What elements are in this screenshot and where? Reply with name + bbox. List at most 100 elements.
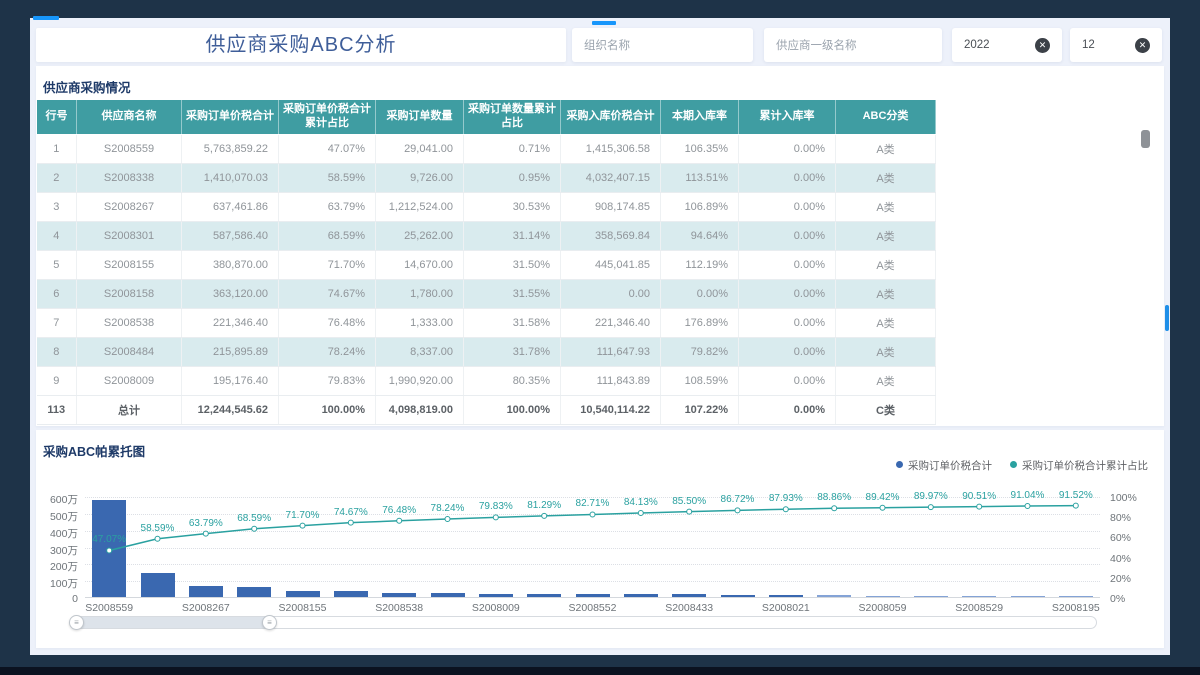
table-cell: 380,870.00 <box>181 250 279 280</box>
pareto-bar[interactable] <box>478 593 513 597</box>
filter-year[interactable]: 2022 ✕ <box>952 28 1062 62</box>
table-cell: 112.19% <box>660 250 739 280</box>
table-cell: 8,337.00 <box>375 337 464 367</box>
line-point[interactable] <box>492 514 499 521</box>
pareto-bar[interactable] <box>913 595 948 597</box>
legend-item[interactable]: 采购订单价税合计累计占比 <box>1010 458 1148 473</box>
pareto-bar[interactable] <box>1010 595 1045 597</box>
line-point[interactable] <box>1072 502 1079 509</box>
pareto-bar[interactable] <box>140 573 175 597</box>
line-point[interactable] <box>927 504 934 511</box>
filter-org-placeholder: 组织名称 <box>584 40 630 52</box>
filter-supplier-placeholder: 供应商一级名称 <box>776 40 857 52</box>
filter-org-name[interactable]: 组织名称 <box>572 28 753 62</box>
x-axis-tick-label: S2008529 <box>955 602 1004 614</box>
table-cell: S2008009 <box>76 366 182 396</box>
pareto-bar[interactable] <box>865 595 900 597</box>
line-point[interactable] <box>976 503 983 510</box>
line-point[interactable] <box>541 512 548 519</box>
pareto-bar[interactable] <box>188 586 223 597</box>
legend-label: 采购订单价税合计 <box>908 460 992 472</box>
pareto-bar[interactable] <box>623 594 658 597</box>
clear-year-icon[interactable]: ✕ <box>1035 37 1050 53</box>
chart-gridline <box>85 497 1100 498</box>
pareto-bar[interactable] <box>285 590 320 597</box>
table-cell: 0.00 <box>560 279 661 309</box>
table-cell: 111,843.89 <box>560 366 661 396</box>
line-point[interactable] <box>251 525 258 532</box>
pareto-bar[interactable] <box>430 593 465 597</box>
column-header: 行号 <box>36 99 77 135</box>
line-point[interactable] <box>347 519 354 526</box>
table-cell: 14,670.00 <box>375 250 464 280</box>
pareto-bar[interactable] <box>333 590 368 597</box>
line-point[interactable] <box>299 522 306 529</box>
table-cell: 68.59% <box>278 221 376 251</box>
column-header: 采购订单数量 <box>375 99 464 135</box>
datazoom-slider-track[interactable]: ≡ ≡ <box>69 615 1097 630</box>
table-cell: 358,569.84 <box>560 221 661 251</box>
table-cell: 0.00% <box>738 163 836 193</box>
line-point[interactable] <box>686 508 693 515</box>
line-point[interactable] <box>782 506 789 513</box>
line-point[interactable] <box>589 511 596 518</box>
pareto-bar[interactable] <box>768 594 803 597</box>
table-cell: S2008538 <box>76 308 182 338</box>
datazoom-right-handle[interactable]: ≡ <box>262 615 277 630</box>
line-point[interactable] <box>154 535 161 542</box>
cumulative-percent-label: 81.29% <box>527 499 562 511</box>
table-cell: 215,895.89 <box>181 337 279 367</box>
line-point[interactable] <box>396 517 403 524</box>
y-axis-right-tick: 80% <box>1110 512 1132 525</box>
pareto-bar[interactable] <box>1058 595 1093 597</box>
table-cell: 25,262.00 <box>375 221 464 251</box>
clear-month-icon[interactable]: ✕ <box>1135 37 1150 53</box>
table-cell: 7 <box>36 308 77 338</box>
table-cell: 1,415,306.58 <box>560 134 661 164</box>
pareto-bar[interactable] <box>237 587 272 597</box>
pareto-bar[interactable] <box>817 595 852 597</box>
line-point[interactable] <box>831 505 838 512</box>
table-cell: 0.00% <box>738 134 836 164</box>
legend-item[interactable]: 采购订单价税合计 <box>896 458 992 473</box>
pareto-bar[interactable] <box>720 594 755 597</box>
datazoom-selected-range[interactable] <box>76 617 269 628</box>
table-cell: S2008155 <box>76 250 182 280</box>
table-cell: 107.22% <box>660 395 739 425</box>
filter-supplier-level1-name[interactable]: 供应商一级名称 <box>764 28 942 62</box>
table-cell: 106.35% <box>660 134 739 164</box>
pareto-bar[interactable] <box>575 594 610 597</box>
column-header: 累计入库率 <box>738 99 836 135</box>
table-cell: 58.59% <box>278 163 376 193</box>
cumulative-percent-label: 89.42% <box>865 491 900 503</box>
table-cell: 1,333.00 <box>375 308 464 338</box>
line-point[interactable] <box>444 516 451 522</box>
table-cell: 0.00% <box>738 308 836 338</box>
cumulative-percent-label: 89.97% <box>913 491 948 503</box>
pareto-bar[interactable] <box>382 593 417 597</box>
line-point[interactable] <box>1024 503 1031 509</box>
pareto-bar[interactable] <box>527 594 562 597</box>
line-series-icon <box>1010 461 1017 468</box>
line-point[interactable] <box>202 530 209 537</box>
line-point[interactable] <box>734 507 741 514</box>
line-point[interactable] <box>637 510 644 516</box>
line-point[interactable] <box>879 504 886 511</box>
datazoom-left-handle[interactable]: ≡ <box>69 615 84 630</box>
cumulative-percent-label: 71.70% <box>285 509 320 521</box>
table-cell: 29,041.00 <box>375 134 464 164</box>
table-scrollbar-thumb[interactable] <box>1141 130 1150 148</box>
pareto-bar[interactable] <box>672 594 707 597</box>
cumulative-percent-label: 47.07% <box>92 534 127 546</box>
page-scrollbar-thumb[interactable] <box>1165 305 1169 331</box>
filter-month[interactable]: 12 ✕ <box>1070 28 1162 62</box>
pareto-bar[interactable] <box>962 595 997 597</box>
table-cell: 0.00% <box>738 250 836 280</box>
table-cell: 10,540,114.22 <box>560 395 661 425</box>
cumulative-percent-label: 74.67% <box>333 506 368 518</box>
table-cell: 0.00% <box>738 221 836 251</box>
table-cell: 176.89% <box>660 308 739 338</box>
y-axis-left-tick: 300万 <box>49 544 78 557</box>
line-point[interactable] <box>106 547 113 554</box>
